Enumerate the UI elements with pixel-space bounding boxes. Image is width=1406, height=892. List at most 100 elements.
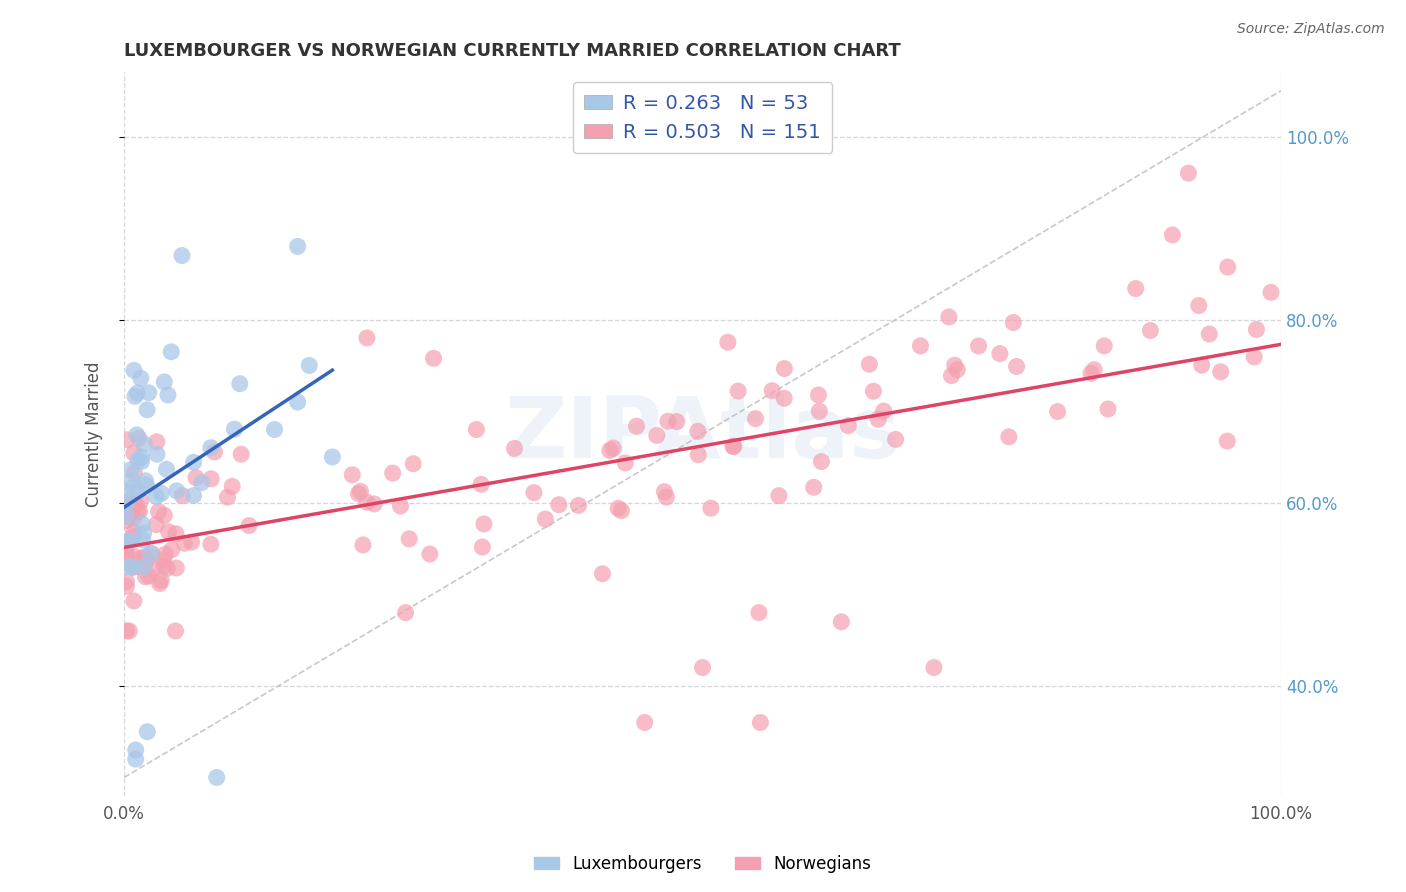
Point [1198,326,1220,341]
Point [727,384,749,398]
Point [128,431,150,445]
Point [873,404,896,418]
Point [135,478,157,492]
Point [170,248,193,262]
Point [131,454,153,468]
Point [124,466,146,480]
Point [145,434,167,449]
Point [768,489,790,503]
Point [744,411,766,425]
Point [127,453,149,467]
Point [347,486,370,500]
Point [157,524,180,539]
Point [200,472,222,486]
Point [122,524,145,539]
Point [115,548,138,562]
Point [352,538,374,552]
Point [165,526,187,541]
Point [602,441,624,455]
Point [115,509,138,524]
Point [122,480,145,494]
Point [1139,324,1161,338]
Point [1177,166,1199,180]
Point [465,423,488,437]
Point [1243,350,1265,364]
Point [229,376,252,391]
Point [356,331,378,345]
Point [125,498,148,512]
Point [1161,227,1184,242]
Point [142,562,165,576]
Point [184,470,207,484]
Point [830,615,852,629]
Point [124,389,146,403]
Point [180,535,202,549]
Point [115,485,138,500]
Point [238,518,260,533]
Point [122,510,145,524]
Legend: R = 0.263   N = 53, R = 0.503   N = 151: R = 0.263 N = 53, R = 0.503 N = 151 [572,82,832,153]
Point [363,497,385,511]
Point [131,450,153,464]
Point [884,433,907,447]
Point [692,660,714,674]
Point [145,517,167,532]
Legend: Luxembourgers, Norwegians: Luxembourgers, Norwegians [527,848,879,880]
Point [160,542,183,557]
Point [127,505,149,519]
Point [131,517,153,532]
Point [599,443,621,458]
Point [124,549,146,564]
Point [534,512,557,526]
Point [115,547,138,561]
Point [607,501,630,516]
Point [115,574,138,589]
Point [115,579,138,593]
Point [115,514,138,528]
Point [135,474,157,488]
Point [910,339,932,353]
Point [988,346,1011,360]
Point [807,388,830,402]
Text: ZIPAtlas: ZIPAtlas [505,392,901,475]
Point [160,344,183,359]
Point [122,594,145,608]
Point [748,606,770,620]
Point [127,386,149,401]
Point [1097,402,1119,417]
Point [129,371,152,385]
Point [634,715,657,730]
Point [922,660,945,674]
Point [146,447,169,461]
Point [156,561,179,575]
Point [128,504,150,518]
Point [120,533,142,548]
Point [1246,322,1268,336]
Point [205,771,228,785]
Point [204,445,226,459]
Point [115,497,138,511]
Point [626,419,648,434]
Point [761,384,783,398]
Point [803,480,825,494]
Point [837,418,859,433]
Point [862,384,884,399]
Point [136,724,159,739]
Point [471,540,494,554]
Point [153,508,176,523]
Point [217,490,239,504]
Point [321,450,343,464]
Point [183,455,205,469]
Point [118,510,141,524]
Point [773,361,796,376]
Point [723,440,745,454]
Point [1191,358,1213,372]
Point [115,534,138,549]
Point [155,547,177,561]
Point [422,351,444,366]
Point [263,423,285,437]
Point [120,463,142,477]
Point [1125,281,1147,295]
Point [132,526,155,541]
Text: LUXEMBOURGER VS NORWEGIAN CURRENTLY MARRIED CORRELATION CHART: LUXEMBOURGER VS NORWEGIAN CURRENTLY MARR… [124,42,901,60]
